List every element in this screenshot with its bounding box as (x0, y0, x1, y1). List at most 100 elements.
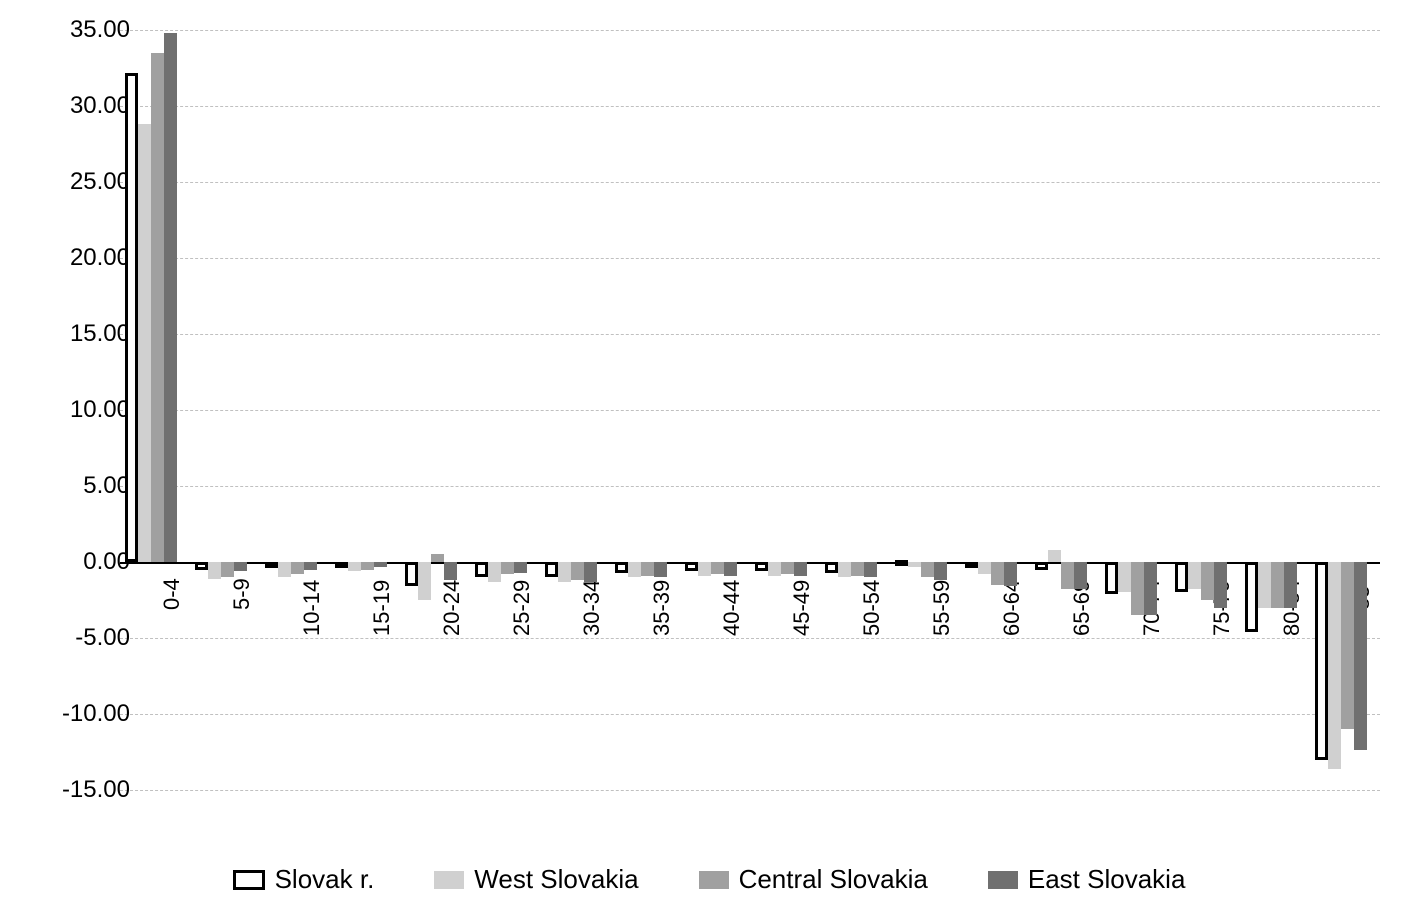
gridline (120, 486, 1380, 487)
x-tick-label: 0-4 (159, 578, 185, 610)
gridline (120, 334, 1380, 335)
bar (234, 562, 247, 571)
x-tick-label: 35-39 (649, 580, 675, 636)
bar (1271, 562, 1284, 608)
bar (1048, 550, 1061, 562)
bar (615, 562, 628, 573)
y-tick-label: 15.00 (40, 320, 130, 348)
bar (851, 562, 864, 576)
legend-item-west: West Slovakia (434, 864, 638, 895)
bar (864, 562, 877, 577)
y-tick-label: 30.00 (40, 92, 130, 120)
legend-swatch (988, 871, 1018, 889)
legend-swatch-outline (233, 870, 265, 890)
gridline (120, 30, 1380, 31)
bar (724, 562, 737, 576)
bar (265, 562, 278, 568)
bar (1201, 562, 1214, 600)
bar (304, 562, 317, 570)
bar-chart: Slovak r. West Slovakia Central Slovakia… (20, 20, 1398, 895)
x-tick-label: 15-19 (369, 580, 395, 636)
legend-item-central: Central Slovakia (699, 864, 928, 895)
bar (488, 562, 501, 582)
bar (654, 562, 667, 577)
bar (195, 562, 208, 570)
legend-label: Central Slovakia (739, 864, 928, 895)
bar (348, 562, 361, 571)
bar (278, 562, 291, 577)
legend-item-slovak-r: Slovak r. (233, 864, 375, 895)
bar (545, 562, 558, 577)
bar (1258, 562, 1271, 608)
bar (838, 562, 851, 577)
x-tick-label: 5-9 (229, 578, 255, 610)
gridline (120, 714, 1380, 715)
bar (1118, 562, 1131, 592)
bar (698, 562, 711, 576)
bar (138, 124, 151, 562)
bar (291, 562, 304, 574)
bar (921, 562, 934, 577)
bar (374, 562, 387, 567)
bar (444, 562, 457, 580)
bar (221, 562, 234, 577)
gridline (120, 182, 1380, 183)
gridline (120, 410, 1380, 411)
bar (934, 562, 947, 580)
bar (1131, 562, 1144, 615)
y-tick-label: 10.00 (40, 396, 130, 424)
plot-area (120, 30, 1380, 790)
legend-swatch (699, 871, 729, 889)
bar (151, 53, 164, 562)
bar (1074, 562, 1087, 589)
bar (794, 562, 807, 576)
y-tick-label: -5.00 (40, 624, 130, 652)
bar (1214, 562, 1227, 608)
bar (558, 562, 571, 582)
x-tick-label: 25-29 (509, 580, 535, 636)
bar (768, 562, 781, 576)
bar (781, 562, 794, 574)
bar (361, 562, 374, 570)
bar (628, 562, 641, 577)
gridline (120, 790, 1380, 791)
bar (1245, 562, 1258, 632)
gridline (120, 106, 1380, 107)
y-tick-label: 0.00 (40, 548, 130, 576)
bar (1144, 562, 1157, 615)
bar (1061, 562, 1074, 589)
y-tick-label: -10.00 (40, 700, 130, 728)
legend-label: East Slovakia (1028, 864, 1186, 895)
bar (125, 73, 138, 562)
x-tick-label: 20-24 (439, 580, 465, 636)
x-tick-label: 45-49 (789, 580, 815, 636)
bar (1035, 562, 1048, 570)
bar (685, 562, 698, 571)
bar (641, 562, 654, 576)
bar (1175, 562, 1188, 592)
x-tick-label: 10-14 (299, 580, 325, 636)
gridline (120, 638, 1380, 639)
bar (711, 562, 724, 574)
bar (1004, 562, 1017, 586)
bar (335, 562, 348, 568)
bar (825, 562, 838, 573)
x-tick-label: 55-59 (929, 580, 955, 636)
legend-swatch (434, 871, 464, 889)
y-tick-label: -15.00 (40, 776, 130, 804)
legend-label: Slovak r. (275, 864, 375, 895)
bar (405, 562, 418, 586)
x-tick-label: 30-34 (579, 580, 605, 636)
x-tick-label: 50-54 (859, 580, 885, 636)
bar (1284, 562, 1297, 608)
bar (164, 33, 177, 562)
bar (1328, 562, 1341, 769)
bar (1354, 562, 1367, 750)
bar (991, 562, 1004, 585)
bar (755, 562, 768, 571)
bar (1315, 562, 1328, 760)
bar (978, 562, 991, 574)
bar (514, 562, 527, 573)
bar (571, 562, 584, 580)
legend-label: West Slovakia (474, 864, 638, 895)
